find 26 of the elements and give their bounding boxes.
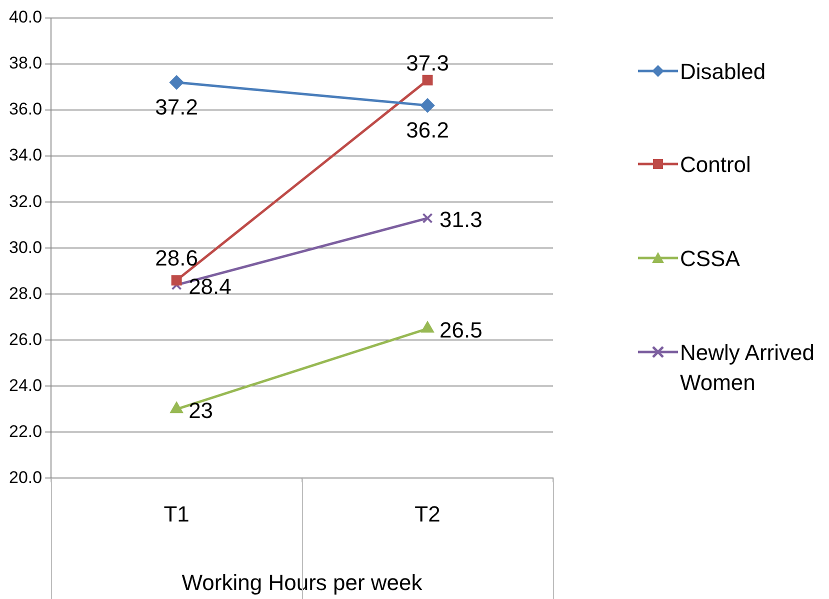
legend-label: Newly Arrived Women: [680, 339, 816, 397]
y-tick-label: 22.0: [8, 422, 42, 441]
legend-label: CSSA: [680, 245, 740, 273]
y-tick-label: 38.0: [8, 54, 42, 73]
x-tick-label: T1: [164, 501, 190, 526]
y-tick-label: 32.0: [8, 192, 42, 211]
y-tick-label: 30.0: [8, 238, 42, 257]
data-label: 23: [188, 398, 214, 424]
data-label: 28.4: [188, 274, 232, 299]
data-label: 37.2: [155, 94, 198, 120]
legend-label: Disabled: [680, 58, 766, 86]
data-label: 26.5: [440, 318, 482, 343]
legend-label: Control: [680, 151, 751, 179]
x-tick-label: T2: [414, 501, 440, 526]
y-tick-label: 40.0: [8, 8, 42, 27]
y-tick-label: 36.0: [8, 100, 42, 119]
y-tick-label: 26.0: [8, 330, 42, 349]
data-label: 36.2: [406, 118, 449, 142]
data-label: 28.6: [155, 245, 198, 270]
y-tick-label: 34.0: [8, 146, 42, 165]
data-label: 31.3: [440, 207, 482, 232]
data-label: 37.3: [406, 50, 449, 76]
y-tick-label: 28.0: [8, 284, 42, 303]
y-tick-label: 24.0: [8, 376, 42, 395]
x-axis-title: Working Hours per week: [182, 570, 424, 595]
y-tick-label: 20.0: [8, 468, 42, 487]
